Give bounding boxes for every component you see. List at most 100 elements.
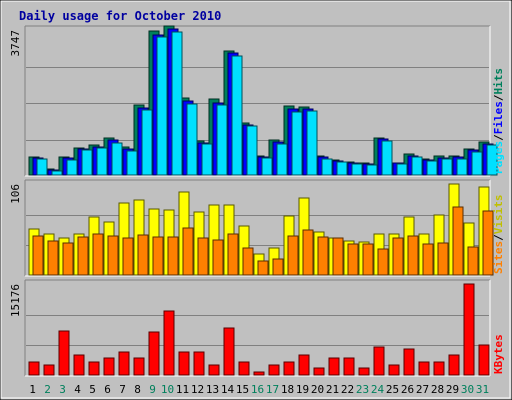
x-tick-label: 8	[134, 383, 141, 396]
x-tick-label: 7	[119, 383, 126, 396]
bar-kbytes-day-4	[73, 354, 85, 376]
bar-kbytes-day-29	[448, 354, 460, 376]
bar-kbytes-day-15	[238, 361, 250, 376]
bar-kbytes-day-27	[418, 361, 430, 376]
bar-pages-day-13	[216, 104, 228, 176]
series-label-visits: Visits	[492, 195, 505, 235]
bar-pages-day-20	[321, 158, 333, 176]
x-tick-label: 2	[44, 383, 51, 396]
bar-sites-day-27	[422, 243, 434, 276]
x-tick-label: 31	[476, 383, 489, 396]
bar-sites-day-12	[197, 237, 209, 276]
bar-sites-day-22	[347, 243, 359, 276]
x-tick-label: 23	[356, 383, 369, 396]
bar-sites-day-14	[227, 233, 239, 276]
bar-pages-day-9	[156, 36, 168, 176]
x-tick-label: 10	[161, 383, 174, 396]
bar-sites-day-28	[437, 242, 449, 276]
x-tick-label: 6	[104, 383, 111, 396]
panel-2-ymax-label: 106	[9, 184, 22, 204]
bar-pages-day-1	[36, 158, 48, 176]
bar-pages-day-11	[186, 103, 198, 176]
bar-sites-day-13	[212, 239, 224, 276]
bar-pages-day-29	[456, 158, 468, 176]
chart-title: Daily usage for October 2010	[19, 9, 221, 23]
bar-sites-day-8	[137, 234, 149, 276]
bar-sites-day-16	[257, 260, 269, 276]
bar-pages-day-15	[246, 125, 258, 176]
x-tick-label: 30	[461, 383, 474, 396]
bar-kbytes-day-19	[298, 354, 310, 376]
bar-pages-day-6	[111, 142, 123, 176]
bar-kbytes-day-31	[478, 344, 490, 376]
bar-pages-day-8	[141, 109, 153, 176]
x-tick-label: 21	[326, 383, 339, 396]
bar-pages-day-23	[366, 164, 378, 176]
bar-sites-day-1	[32, 235, 44, 276]
bar-sites-day-19	[302, 229, 314, 276]
series-label-hits: Hits	[492, 68, 505, 95]
bar-kbytes-day-26	[403, 348, 415, 376]
x-tick-label: 5	[89, 383, 96, 396]
bar-kbytes-day-13	[208, 364, 220, 376]
bar-kbytes-day-3	[58, 330, 70, 376]
panel-2-series-labels: Sites/Visits	[492, 195, 505, 275]
x-tick-label: 12	[191, 383, 204, 396]
bar-pages-day-31	[486, 144, 498, 176]
bar-pages-day-24	[381, 140, 393, 176]
bar-sites-day-5	[92, 233, 104, 276]
bar-pages-day-7	[126, 150, 138, 176]
x-tick-label: 14	[221, 383, 235, 396]
x-tick-label: 26	[401, 383, 414, 396]
series-label-kbytes: KBytes	[492, 334, 505, 374]
bar-sites-day-7	[122, 237, 134, 276]
x-tick-label: 9	[149, 383, 156, 396]
bar-kbytes-day-6	[103, 357, 115, 376]
bar-kbytes-day-18	[283, 361, 295, 376]
bar-pages-day-18	[291, 111, 303, 176]
x-tick-label: 18	[281, 383, 294, 396]
x-tick-label: 28	[431, 383, 444, 396]
series-label-pages: Pages	[492, 141, 505, 174]
bar-kbytes-day-12	[193, 351, 205, 376]
series-label-files: Files	[492, 101, 505, 134]
bar-sites-day-9	[152, 236, 164, 276]
bar-sites-day-25	[392, 237, 404, 276]
x-tick-label: 11	[176, 383, 189, 396]
bar-pages-day-17	[276, 143, 288, 176]
bar-pages-day-14	[231, 55, 243, 176]
bar-sites-day-29	[452, 206, 464, 276]
bar-sites-day-10	[167, 236, 179, 276]
bar-pages-day-26	[411, 156, 423, 176]
bar-sites-day-24	[377, 248, 389, 276]
bar-kbytes-day-17	[268, 364, 280, 376]
bar-kbytes-day-5	[88, 361, 100, 376]
bar-kbytes-day-10	[163, 310, 175, 376]
bar-kbytes-day-24	[373, 346, 385, 376]
bar-kbytes-day-16	[253, 371, 265, 376]
bar-sites-day-17	[272, 258, 284, 276]
bar-pages-day-19	[306, 110, 318, 176]
series-label-sites: Sites	[492, 241, 505, 274]
bar-kbytes-day-22	[343, 357, 355, 376]
x-tick-label: 3	[59, 383, 66, 396]
x-tick-label: 25	[386, 383, 399, 396]
bar-pages-day-5	[96, 147, 108, 176]
panel-1-series-labels: Pages/Files/Hits	[492, 68, 505, 174]
bar-pages-day-3	[66, 159, 78, 176]
bar-kbytes-day-28	[433, 361, 445, 376]
x-tick-label: 19	[296, 383, 309, 396]
bar-kbytes-day-7	[118, 351, 130, 376]
x-tick-label: 4	[74, 383, 81, 396]
bar-kbytes-day-20	[313, 367, 325, 376]
bar-pages-day-25	[396, 163, 408, 176]
bar-pages-day-10	[171, 31, 183, 176]
x-tick-label: 13	[206, 383, 219, 396]
panel-3-series-labels: KBytes	[492, 334, 505, 374]
bar-pages-day-2	[51, 170, 63, 176]
bar-sites-day-26	[407, 235, 419, 276]
bar-sites-day-20	[317, 236, 329, 276]
bar-kbytes-day-23	[358, 367, 370, 376]
bar-sites-day-15	[242, 247, 254, 276]
